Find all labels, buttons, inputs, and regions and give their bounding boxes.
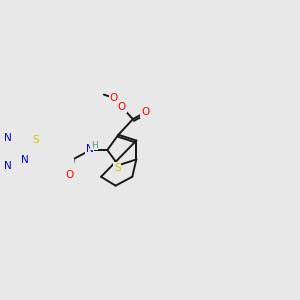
Text: S: S	[114, 163, 121, 173]
Text: O: O	[110, 93, 118, 103]
Text: O: O	[141, 107, 149, 117]
Text: O: O	[65, 169, 74, 179]
Text: H: H	[91, 141, 98, 150]
Text: O: O	[118, 102, 126, 112]
Text: N: N	[4, 161, 12, 172]
Text: N: N	[4, 133, 12, 143]
Text: S: S	[33, 135, 39, 145]
Text: N: N	[21, 155, 29, 165]
Text: N: N	[85, 144, 93, 154]
